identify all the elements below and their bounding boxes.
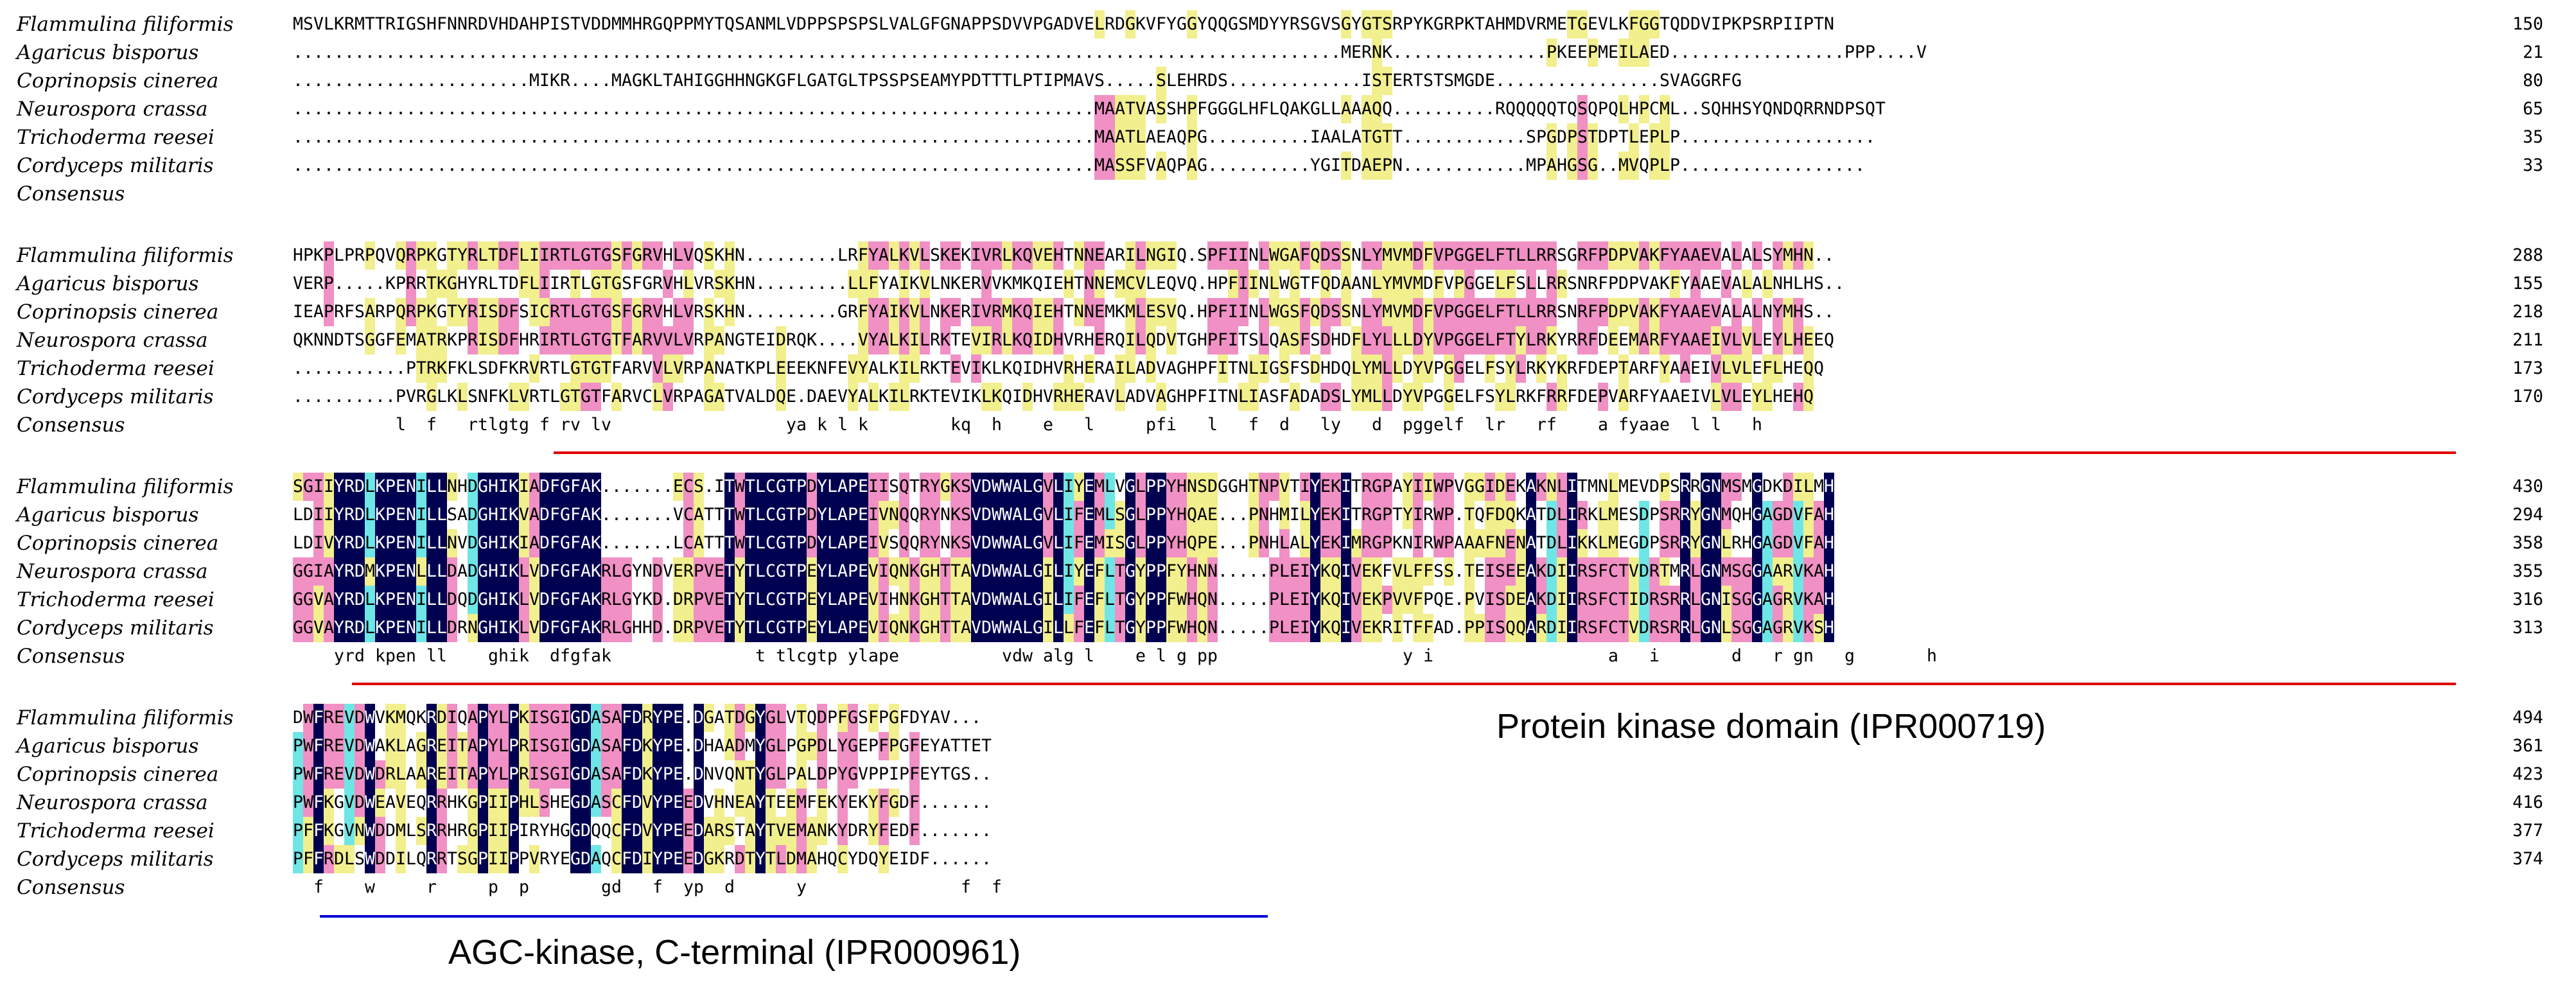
species-name: Cordyceps militaris [17,848,214,871]
consensus-sequence: yrd kpen ll ghik dfgfak t tlcgtp ylape v… [334,646,1937,666]
residue-position-number: 294 [2512,505,2543,525]
species-name: Coprinopsis cinerea [17,763,219,786]
residue-position-number: 80 [2523,71,2543,91]
sequence-row: ...........PTRKFKLSDFKRVRTLGTGTFARVVLVRP… [293,354,1824,383]
species-name: Cordyceps militaris [17,616,214,640]
residue-position-number: 494 [2512,708,2543,728]
residue-position-number: 416 [2512,792,2543,812]
sequence-row: DWFREVDWVKMQKRDIQAPYLPKISGIGDASAFDRYPE.D… [293,704,981,732]
sequence-row: ........................................… [293,152,1865,180]
residue-position-number: 218 [2512,302,2543,322]
residue-position-number: 355 [2512,561,2543,581]
residue-position-number: 173 [2512,358,2543,378]
species-name: Flammulina filiformis [17,706,234,729]
agc-domain-line [320,915,1268,918]
kinase-domain-line-1 [554,451,2456,454]
residue-position-number: 211 [2512,330,2543,350]
sequence-row: GGVAYRDLKPENILLDQDGHIKLVDFGFAKRLGYKD.DRP… [293,586,1834,614]
species-name: Agaricus bisporus [17,272,199,295]
sequence-row: PWFREVDWAKLAGREITAPYLPRISGIGDASAFDKYPE.D… [293,732,992,760]
sequence-row: LDIIYRDLKPENILLSADGHIKVADFGFAK.......VCA… [293,501,1834,529]
species-name: Neurospora crassa [17,560,208,583]
species-name: Cordyceps militaris [17,154,214,177]
residue-position-number: 65 [2523,99,2543,119]
residue-position-number: 316 [2512,590,2543,609]
species-name: Trichoderma reesei [17,126,215,149]
species-name: Neurospora crassa [17,329,208,352]
species-name: Agaricus bisporus [17,503,199,527]
residue-position-number: 170 [2512,387,2543,406]
species-name: Coprinopsis cinerea [17,69,219,92]
consensus-sequence: f w r p p gd f yp d y f f [313,877,1002,897]
sequence-row: HPKPLPRPQVQRPKGTYRLTDFLIIRTLGTGSFGRVHLVQ… [293,241,1834,270]
species-name: Trichoderma reesei [17,357,215,380]
agc-domain-label: AGC-kinase, C-terminal (IPR000961) [448,933,1021,972]
species-name: Agaricus bisporus [17,735,199,758]
species-name: Coprinopsis cinerea [17,301,219,324]
sequence-row: ........................................… [293,95,1886,123]
residue-position-number: 288 [2512,245,2543,265]
sequence-row: QKNNDTSGGFEMATRKPRISDFHRIRTLGTGTFARVVLVR… [293,326,1834,354]
residue-position-number: 361 [2512,736,2543,756]
sequence-row: VERP.....KPRRTKGHYRLTDFLIIRTLGTGSFGRVHLV… [293,270,1844,298]
residue-position-number: 423 [2512,764,2543,784]
sequence-row: ........................................… [293,123,1875,152]
kinase-domain-label: Protein kinase domain (IPR000719) [1496,707,2046,746]
sequence-row: MSVLKRMTTRIGSHFNNRDVHDAHPISTVDDMMHRGQPPM… [293,10,1834,39]
species-name: Neurospora crassa [17,791,208,814]
residue-position-number: 358 [2512,533,2543,553]
kinase-domain-line-2 [352,683,2456,685]
sequence-row: IEAPRFSARPQRPKGTYRISDFSICRTLGTGSFGRVHLVR… [293,298,1834,326]
consensus-label: Consensus [17,414,125,437]
species-name: Agaricus bisporus [17,41,199,64]
species-name: Trichoderma reesei [17,588,215,611]
consensus-sequence: l f rtlgtg f rv lv ya k l k kq h e l pfi… [396,415,1762,435]
consensus-label: Consensus [17,876,125,899]
residue-position-number: 21 [2523,42,2543,62]
sequence-row: PWFREVDWDRLAAREITAPYLPRISGIGDASAFDKYPE.D… [293,760,992,789]
sequence-row: ..........PVRGLKLSNFKLVRTLGTGTFARVCLVRPA… [293,383,1814,411]
sequence-row: SGIIYRDLKPENILLNHDGHIKIADFGFAK.......ECS… [293,473,1834,501]
residue-position-number: 430 [2512,476,2543,496]
species-name: Coprinopsis cinerea [17,532,219,555]
sequence-row: ........................................… [293,39,1927,67]
residue-position-number: 150 [2512,14,2543,34]
residue-position-number: 313 [2512,618,2543,638]
consensus-label: Consensus [17,182,125,205]
species-name: Flammulina filiformis [17,475,234,498]
species-name: Flammulina filiformis [17,244,234,267]
sequence-row: PFFKGVNWDDMLSRRHRGPIIPIRYHGGDQQCFDVYPEED… [293,817,992,845]
species-name: Cordyceps militaris [17,385,214,408]
residue-position-number: 374 [2512,849,2543,869]
residue-position-number: 155 [2512,274,2543,293]
consensus-label: Consensus [17,645,125,668]
species-name: Trichoderma reesei [17,819,215,843]
residue-position-number: 377 [2512,821,2543,841]
residue-position-number: 35 [2523,127,2543,147]
sequence-row: PWFKGVDWEAVEQRRHKGPIIPHLSHEGDASCFDVYPEED… [293,789,992,817]
species-name: Neurospora crassa [17,98,208,121]
sequence-row: LDIVYRDLKPENILLNVDGHIKIADFGFAK.......LCA… [293,529,1834,557]
species-name: Flammulina filiformis [17,13,234,36]
residue-position-number: 33 [2523,155,2543,175]
sequence-row: GGVAYRDLKPENILLDRNGHIKLVDFGFAKRLGHHD.DRP… [293,614,1834,642]
sequence-row: PFFRDLSWDDILQRRTSGPIIPPVRYEGDAQCFDIYPEED… [293,845,992,873]
sequence-row: GGIAYRDMKPENLLLDADGHIKLVDFGFAKRLGYNDVERP… [293,557,1834,586]
sequence-row: .......................MIKR....MAGKLTAHI… [293,67,1742,95]
